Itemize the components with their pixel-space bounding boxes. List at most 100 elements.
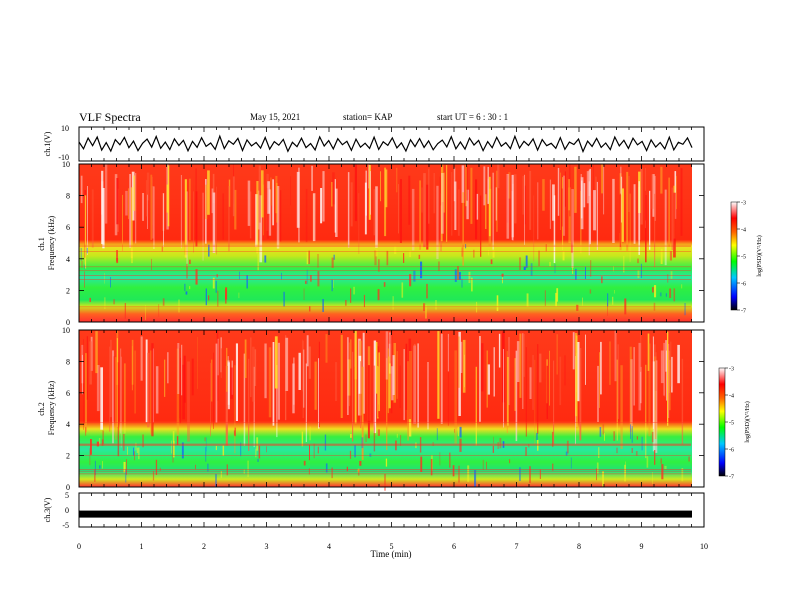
spectrogram-streak xyxy=(347,337,349,415)
spectrogram-streak xyxy=(358,193,360,254)
spectrogram-streak xyxy=(184,179,187,258)
spectrogram-streak xyxy=(369,453,372,457)
spectrogram-streak xyxy=(85,353,87,433)
spectrogram-streak xyxy=(471,277,473,292)
spectrogram-streak xyxy=(645,364,647,459)
ch2-ylabel-channel: ch.2 Frequency (kHz) xyxy=(37,380,56,435)
spectrogram-streak xyxy=(81,354,83,395)
spectrogram-streak xyxy=(142,193,144,221)
spectrogram-streak xyxy=(155,459,158,475)
spectrogram-streak xyxy=(588,169,591,196)
spectrogram-streak xyxy=(348,342,350,407)
spectrogram-streak xyxy=(645,195,647,263)
spectrogram-streak xyxy=(437,331,440,419)
ch2-ylabel-line1: ch.2 xyxy=(37,402,46,416)
spectrogram-streak xyxy=(145,339,148,423)
spectrogram-streak xyxy=(652,472,653,484)
spectrogram-streak xyxy=(325,334,328,363)
spectrogram-streak xyxy=(116,258,119,264)
spectrogram-streak xyxy=(361,437,364,449)
spectrogram-streak xyxy=(358,355,362,394)
spectrogram-streak xyxy=(411,188,415,251)
spectrogram-streak xyxy=(177,343,180,394)
spectrogram-streak xyxy=(152,471,155,481)
spectrogram-streak xyxy=(257,190,260,230)
ch1-ytick-bottom: -10 xyxy=(58,153,69,162)
spectrogram-streak xyxy=(320,188,323,224)
spectrogram-streak xyxy=(665,293,667,297)
spectrogram-streak xyxy=(524,174,525,246)
spectrogram-streak xyxy=(568,179,570,211)
spectrogram-streak xyxy=(575,335,578,427)
ch2-spectrogram-field xyxy=(79,330,692,487)
spectrogram-streak xyxy=(378,259,380,272)
spectrogram-streak xyxy=(620,365,623,449)
spectrogram-streak xyxy=(626,171,629,251)
spectrogram-streak xyxy=(516,341,520,382)
spectrogram-streak xyxy=(283,291,285,307)
spectrogram-streak xyxy=(228,179,231,207)
colorbar-ticklabel: -6 xyxy=(741,282,746,288)
spectrogram-streak xyxy=(220,470,222,478)
spectrogram-streak xyxy=(561,188,563,227)
spectrogram-streak xyxy=(617,344,619,419)
spectrogram-streak xyxy=(488,176,491,237)
spectrogram-streak xyxy=(475,366,477,446)
spectrogram-streak xyxy=(228,186,230,252)
spectrogram-streak xyxy=(110,277,111,288)
spectrogram-streak xyxy=(481,343,484,392)
spectrogram-streak xyxy=(207,463,209,472)
spectrogram-streak xyxy=(570,457,572,469)
spectrogram-streak xyxy=(488,250,489,256)
spectrogram-streak xyxy=(303,460,306,466)
spectrogram-streak xyxy=(98,438,101,446)
ch1-spectrogram-streaks xyxy=(79,164,691,321)
spectrogram-streak xyxy=(197,336,198,389)
colorbar-ticklabel: -4 xyxy=(741,228,746,234)
spectrogram-streak xyxy=(430,459,433,476)
spectrogram-streak xyxy=(123,461,126,473)
spectrogram-streak xyxy=(519,257,521,271)
spectrogram-streak xyxy=(492,445,494,453)
spectrogram-streak xyxy=(317,254,319,268)
spectrogram-streak xyxy=(660,350,664,384)
time-ticklabel: 5 xyxy=(390,542,394,551)
spectrogram-streak xyxy=(420,456,423,472)
spectrogram-streak xyxy=(599,352,600,408)
spectrogram-streak xyxy=(217,290,219,307)
ch3-ytick-0: 0 xyxy=(65,506,69,515)
spectrogram-streak xyxy=(386,358,388,451)
spectrogram-streak xyxy=(486,350,488,408)
spectrogram-streak xyxy=(232,176,235,217)
spectrogram-streak xyxy=(593,190,596,231)
spectrogram-streak xyxy=(539,469,541,479)
spectrogram-streak xyxy=(272,342,275,426)
spectrogram-streak xyxy=(426,283,428,299)
spectrogram-streak xyxy=(133,175,136,211)
spectrogram-streak xyxy=(607,302,608,316)
spectrogram-streak xyxy=(176,436,179,445)
spectrogram-streak xyxy=(216,330,219,401)
spectrogram-streak xyxy=(470,167,473,224)
spectrogram-streak xyxy=(439,176,441,239)
spectrogram-streak xyxy=(529,466,531,483)
spectrogram-streak xyxy=(138,447,140,460)
spectrogram-streak xyxy=(507,357,509,426)
spectrogram-streak xyxy=(508,337,510,406)
spectrogram-streak xyxy=(661,464,664,480)
spectrogram-streak xyxy=(457,189,460,236)
spectrogram-streak xyxy=(556,288,559,302)
ch3-ytick-minus5: -5 xyxy=(62,521,69,530)
spectrogram-streak xyxy=(161,246,163,252)
spectrogram-streak xyxy=(667,331,669,426)
spectrogram-streak xyxy=(637,258,639,264)
spectrogram-streak xyxy=(189,286,191,290)
spectrogram-streak xyxy=(604,433,605,441)
spectrogram-streak xyxy=(458,336,460,388)
spectrogram-streak xyxy=(375,186,378,248)
spectrogram-streak xyxy=(458,426,459,437)
spectrogram-streak xyxy=(601,164,603,194)
spectrogram-streak xyxy=(96,365,100,412)
spectrogram-streak xyxy=(586,171,590,204)
